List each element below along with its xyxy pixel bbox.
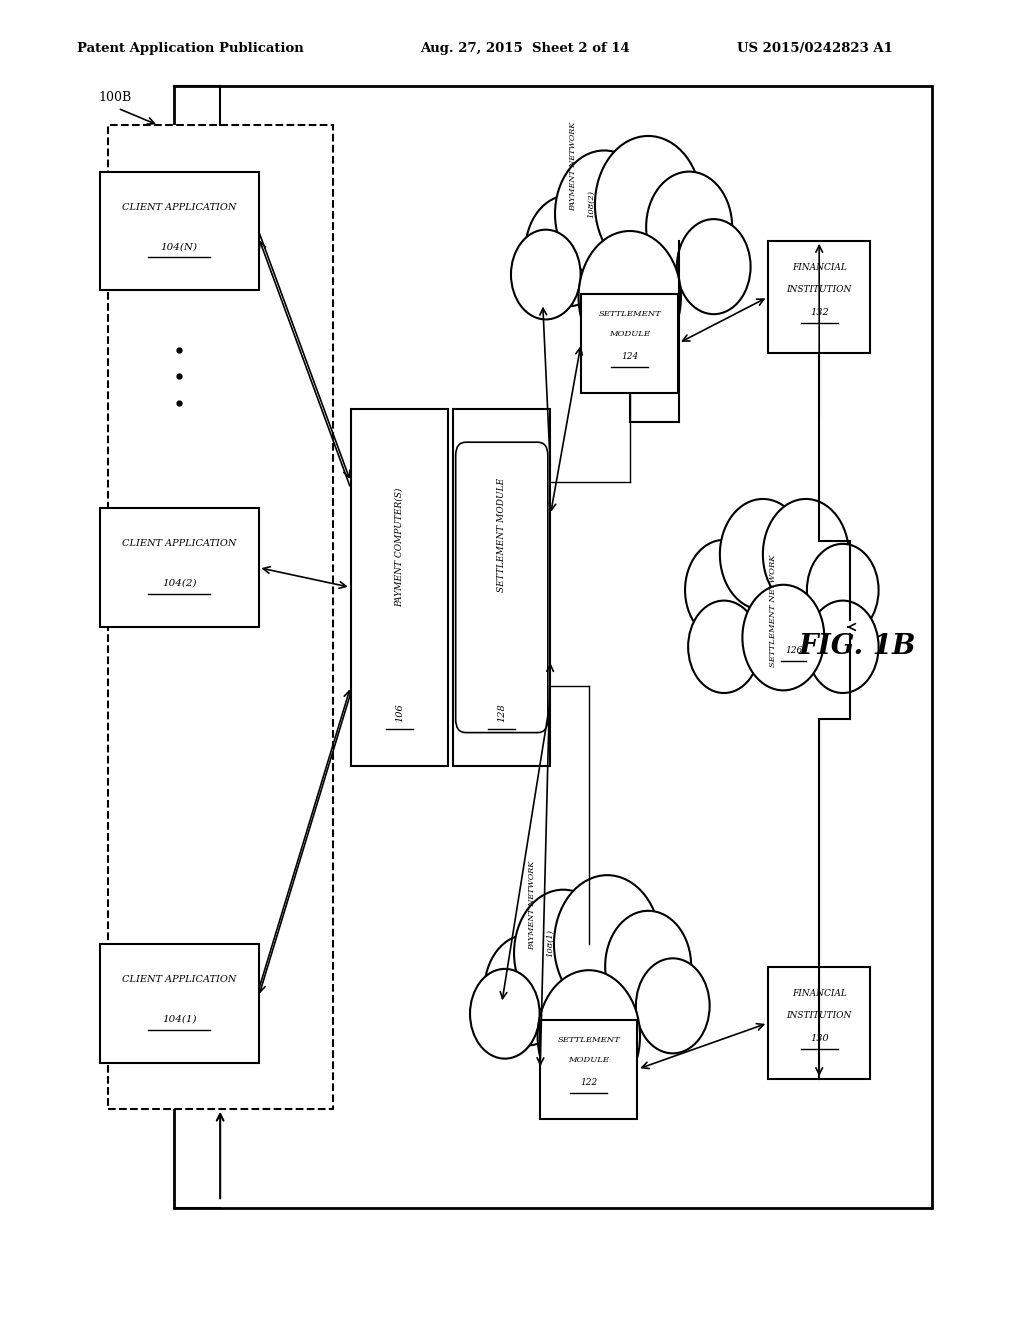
Circle shape [484, 935, 570, 1045]
Circle shape [605, 911, 691, 1022]
Circle shape [685, 540, 763, 640]
Text: CLIENT APPLICATION: CLIENT APPLICATION [122, 540, 237, 548]
Circle shape [595, 136, 701, 273]
Circle shape [555, 150, 653, 277]
Circle shape [470, 969, 540, 1059]
Circle shape [742, 585, 824, 690]
Bar [174, 86, 932, 1208]
Circle shape [511, 230, 581, 319]
Text: FINANCIAL: FINANCIAL [792, 990, 847, 998]
Text: CLIENT APPLICATION: CLIENT APPLICATION [122, 203, 237, 211]
Text: FINANCIAL: FINANCIAL [792, 264, 847, 272]
Circle shape [720, 499, 806, 610]
Text: MODULE: MODULE [609, 330, 650, 338]
Circle shape [807, 544, 879, 636]
Circle shape [807, 601, 879, 693]
Text: 130: 130 [810, 1035, 828, 1043]
Text: INSTITUTION: INSTITUTION [786, 285, 852, 293]
Text: INSTITUTION: INSTITUTION [786, 1011, 852, 1019]
Text: PAYMENT NETWORK: PAYMENT NETWORK [528, 861, 537, 950]
Text: 104(1): 104(1) [162, 1015, 197, 1023]
Text: FIG. 1B: FIG. 1B [799, 634, 916, 660]
Circle shape [677, 219, 751, 314]
Text: 124: 124 [622, 352, 638, 360]
Text: US 2015/0242823 A1: US 2015/0242823 A1 [737, 42, 893, 55]
Bar [538, 280, 722, 372]
Text: 122: 122 [581, 1078, 597, 1086]
Bar [497, 1019, 681, 1111]
Text: 104(N): 104(N) [161, 243, 198, 251]
Text: 108(2): 108(2) [587, 190, 595, 218]
Text: Patent Application Publication: Patent Application Publication [77, 42, 303, 55]
Text: Aug. 27, 2015  Sheet 2 of 14: Aug. 27, 2015 Sheet 2 of 14 [420, 42, 630, 55]
Text: SETTLEMENT: SETTLEMENT [598, 310, 662, 318]
Text: PAYMENT COMPUTER(S): PAYMENT COMPUTER(S) [395, 488, 403, 607]
Text: SETTLEMENT NETWORK: SETTLEMENT NETWORK [769, 554, 777, 668]
Text: CLIENT APPLICATION: CLIENT APPLICATION [122, 975, 237, 983]
Circle shape [525, 195, 611, 306]
Text: 126: 126 [785, 647, 802, 655]
Text: SETTLEMENT: SETTLEMENT [557, 1036, 621, 1044]
Circle shape [636, 958, 710, 1053]
Text: PAYMENT NETWORK: PAYMENT NETWORK [569, 121, 578, 211]
Bar [696, 620, 850, 706]
Circle shape [688, 601, 760, 693]
FancyBboxPatch shape [456, 442, 548, 733]
Bar [99, 944, 258, 1063]
Text: 104(2): 104(2) [162, 579, 197, 587]
Bar [453, 409, 551, 766]
Circle shape [514, 890, 612, 1016]
Text: 106: 106 [395, 704, 403, 722]
Text: 108(1): 108(1) [546, 929, 554, 957]
Circle shape [554, 875, 660, 1012]
Circle shape [538, 970, 640, 1102]
Bar [768, 966, 870, 1080]
Bar [541, 1020, 637, 1119]
Text: MODULE: MODULE [568, 1056, 609, 1064]
Bar [108, 125, 333, 1109]
Bar [99, 172, 258, 290]
Circle shape [579, 231, 681, 363]
Bar [350, 409, 449, 766]
Bar [582, 294, 678, 393]
Text: 128: 128 [498, 704, 506, 722]
Bar [768, 240, 870, 352]
Text: 132: 132 [810, 309, 828, 317]
Bar [99, 508, 258, 627]
Circle shape [646, 172, 732, 282]
Circle shape [763, 499, 849, 610]
Text: SETTLEMENT MODULE: SETTLEMENT MODULE [498, 478, 506, 591]
Text: 100B: 100B [98, 91, 131, 104]
